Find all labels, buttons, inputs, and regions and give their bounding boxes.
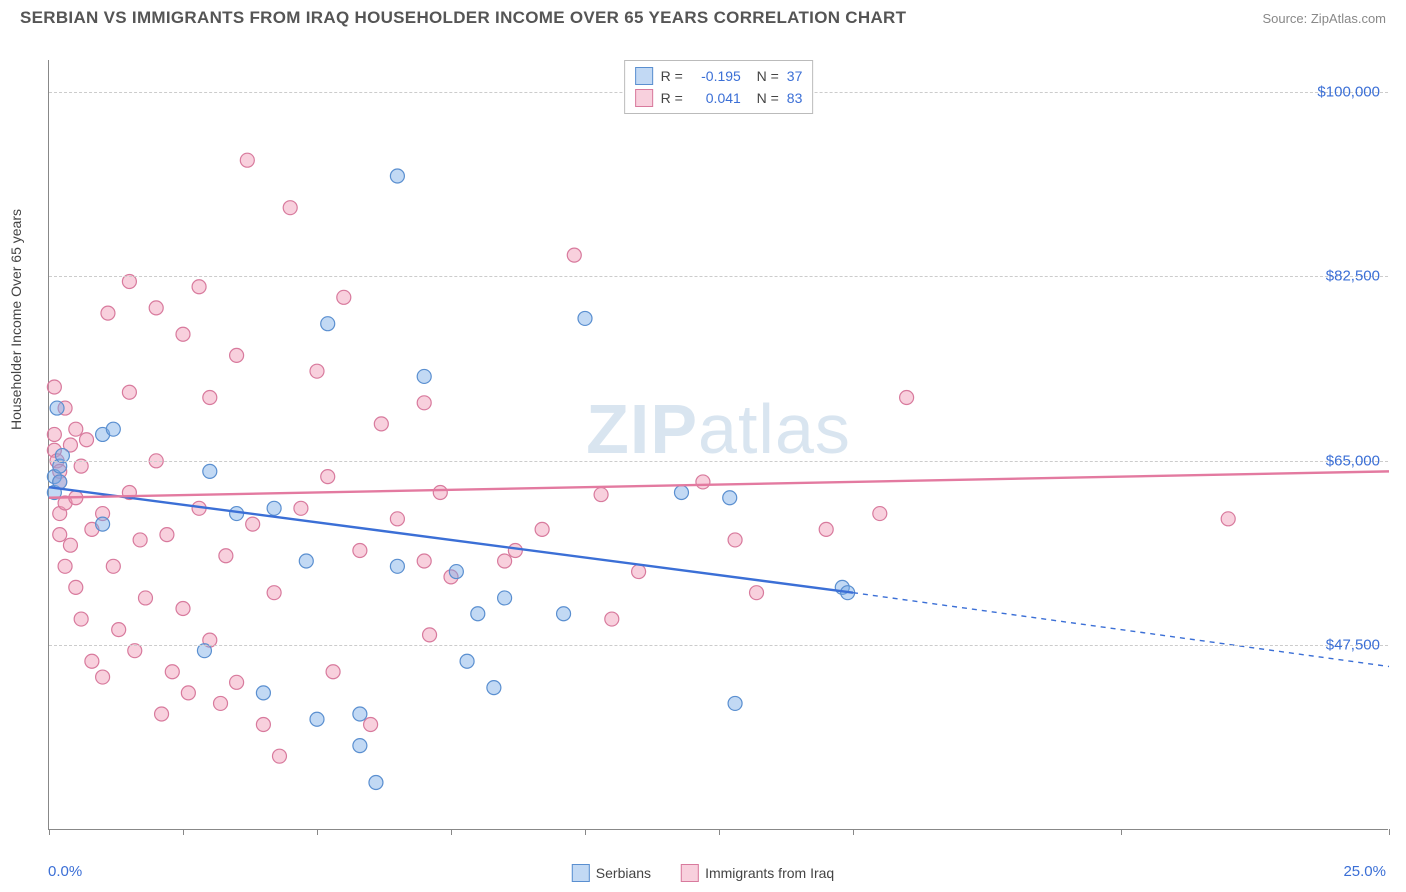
legend-swatch-iraq — [635, 89, 653, 107]
correlation-legend-row: R = 0.041 N = 83 — [635, 87, 803, 109]
r-label: R = — [661, 68, 683, 84]
n-value-iraq: 83 — [787, 90, 803, 106]
x-axis-max-label: 25.0% — [1343, 863, 1386, 880]
n-value-serbians: 37 — [787, 68, 803, 84]
n-label: N = — [749, 90, 779, 106]
scatter-plot-svg — [49, 60, 1388, 829]
y-tick-label: $65,000 — [1326, 452, 1380, 469]
legend-label: Serbians — [596, 865, 651, 881]
legend-swatch — [572, 864, 590, 882]
y-tick-label: $100,000 — [1317, 83, 1380, 100]
source-attribution: Source: ZipAtlas.com — [1262, 11, 1386, 26]
legend-item-iraq: Immigrants from Iraq — [681, 864, 834, 882]
chart-title: SERBIAN VS IMMIGRANTS FROM IRAQ HOUSEHOL… — [20, 8, 906, 28]
r-value-serbians: -0.195 — [691, 68, 741, 84]
r-value-iraq: 0.041 — [691, 90, 741, 106]
y-tick-label: $47,500 — [1326, 637, 1380, 654]
x-axis-min-label: 0.0% — [48, 863, 82, 880]
legend-label: Immigrants from Iraq — [705, 865, 834, 881]
y-axis-label: Householder Income Over 65 years — [8, 209, 24, 430]
series-legend: Serbians Immigrants from Iraq — [572, 864, 834, 882]
y-tick-label: $82,500 — [1326, 268, 1380, 285]
legend-swatch-serbians — [635, 67, 653, 85]
chart-plot-area: R = -0.195 N = 37 R = 0.041 N = 83 ZIPat… — [48, 60, 1388, 830]
n-label: N = — [749, 68, 779, 84]
correlation-legend-row: R = -0.195 N = 37 — [635, 65, 803, 87]
r-label: R = — [661, 90, 683, 106]
correlation-legend: R = -0.195 N = 37 R = 0.041 N = 83 — [624, 60, 814, 114]
legend-item-serbians: Serbians — [572, 864, 651, 882]
header: SERBIAN VS IMMIGRANTS FROM IRAQ HOUSEHOL… — [0, 0, 1406, 32]
legend-swatch — [681, 864, 699, 882]
